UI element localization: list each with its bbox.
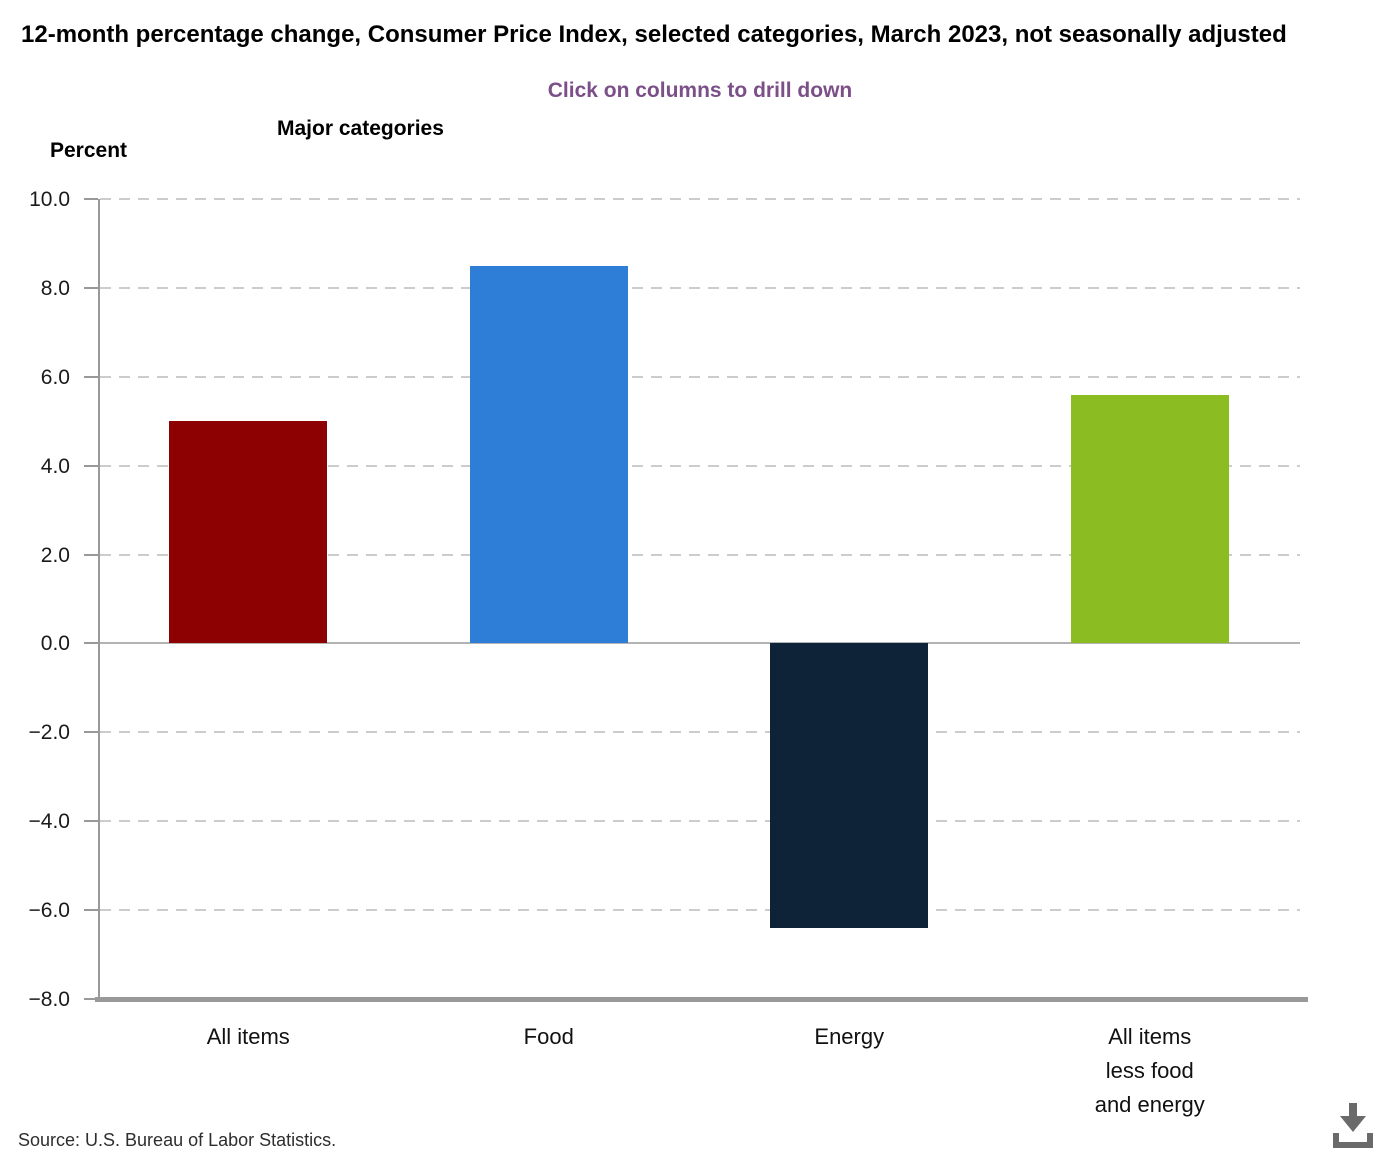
- download-icon[interactable]: [1330, 1100, 1376, 1150]
- y-tick-label: −2.0: [28, 721, 70, 745]
- y-tick-label: 6.0: [40, 365, 70, 389]
- x-tick-label: All items less food and energy: [1094, 1024, 1205, 1117]
- gridline: [100, 731, 1300, 734]
- zero-line: [100, 642, 1300, 645]
- y-axis-tick: [84, 286, 98, 289]
- bar-energy[interactable]: [770, 643, 929, 928]
- x-tick-label: All items: [206, 1024, 290, 1049]
- y-axis-tick: [84, 998, 98, 1000]
- y-tick-label: −6.0: [28, 899, 70, 923]
- y-axis-tick: [84, 820, 98, 823]
- y-axis-tick: [84, 553, 98, 556]
- x-tick-label: Energy: [814, 1024, 885, 1049]
- gridline: [100, 198, 1300, 200]
- gridline: [100, 909, 1300, 912]
- gridline: [100, 375, 1300, 378]
- y-axis-title: Percent: [50, 139, 128, 162]
- y-tick-label: 4.0: [40, 454, 70, 478]
- chart-subtitle: Click on columns to drill down: [547, 79, 853, 102]
- gridline: [100, 553, 1300, 556]
- bar-food[interactable]: [469, 265, 628, 644]
- y-axis-tick: [84, 909, 98, 912]
- y-axis-tick: [84, 198, 98, 200]
- y-tick-label: 0.0: [40, 632, 70, 656]
- y-axis-line: [98, 199, 100, 999]
- source-note: Source: U.S. Bureau of Labor Statistics.: [18, 1130, 337, 1150]
- y-axis-tick: [84, 464, 98, 467]
- bar-all-items-less-food-and-energy[interactable]: [1070, 394, 1229, 644]
- y-axis-tick: [84, 642, 98, 645]
- y-tick-label: −4.0: [28, 810, 70, 834]
- y-tick-label: 8.0: [40, 276, 70, 300]
- gridline: [100, 464, 1300, 467]
- gridline: [100, 286, 1300, 289]
- y-axis-tick: [84, 731, 98, 734]
- y-tick-label: 2.0: [40, 543, 70, 567]
- y-tick-label: −8.0: [28, 988, 70, 1011]
- bar-all-items[interactable]: [169, 421, 328, 644]
- x-axis-line: [95, 997, 1308, 1002]
- chart-title: 12-month percentage change, Consumer Pri…: [21, 21, 1287, 48]
- y-axis-tick: [84, 375, 98, 378]
- x-axis-title: Major categories: [277, 117, 444, 140]
- gridline: [100, 820, 1300, 823]
- y-tick-label: 10.0: [29, 188, 70, 211]
- x-tick-label: Food: [523, 1024, 574, 1049]
